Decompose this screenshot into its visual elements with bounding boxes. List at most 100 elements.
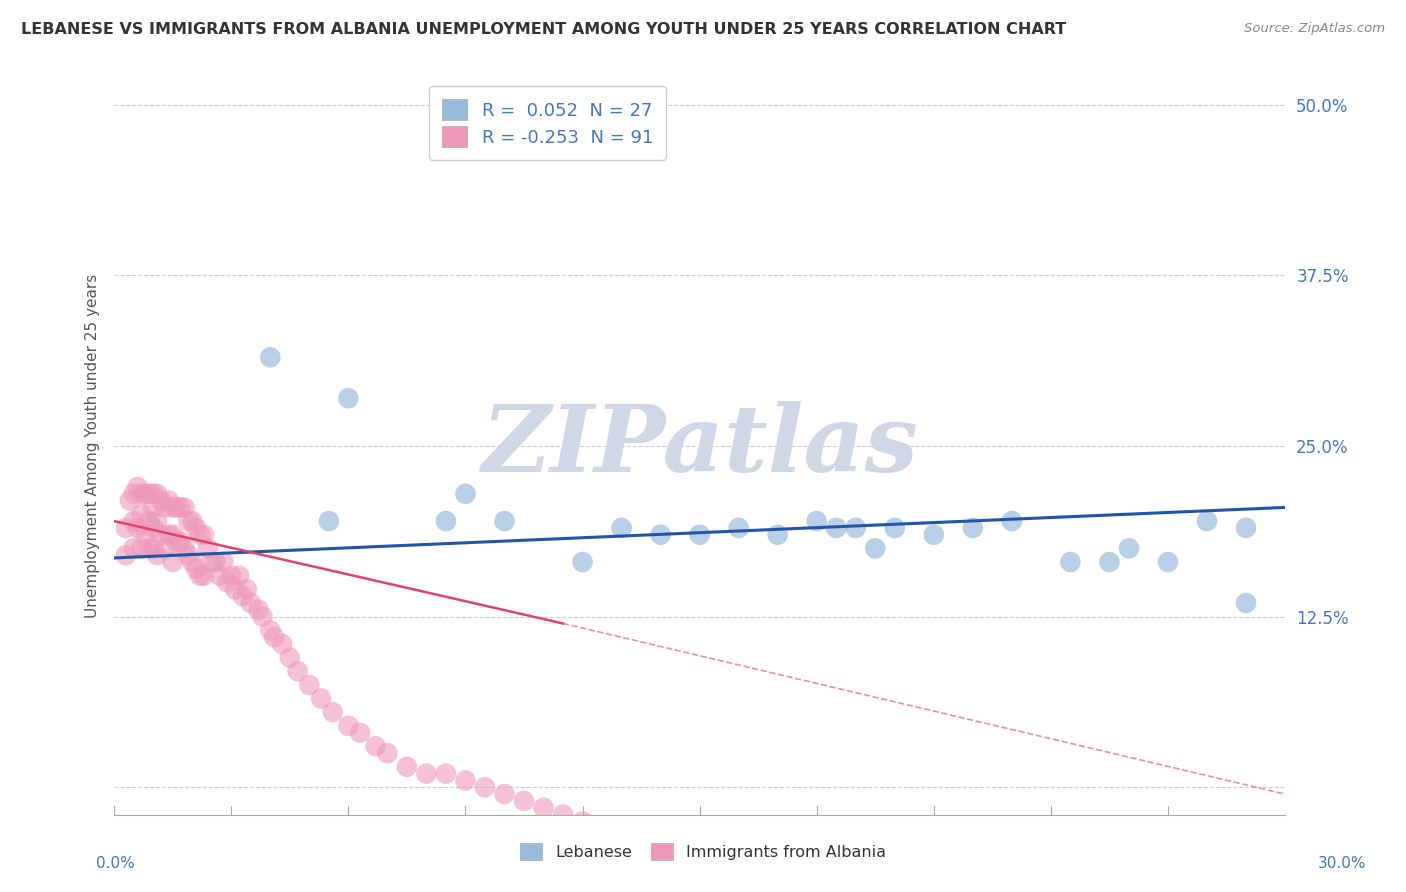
Point [122, 514, 145, 528]
Point [377, 746, 399, 760]
Point [287, 665, 309, 679]
Text: 0.0%: 0.0% [96, 856, 135, 871]
Point [865, 541, 887, 556]
Text: Source: ZipAtlas.com: Source: ZipAtlas.com [1244, 22, 1385, 36]
Point [173, 500, 195, 515]
Point [208, 568, 231, 582]
Point [650, 841, 672, 855]
Point [309, 691, 332, 706]
Point [1059, 555, 1081, 569]
Point [349, 725, 371, 739]
Point [259, 351, 281, 365]
Point [1234, 521, 1257, 535]
Point [162, 555, 184, 569]
Point [494, 787, 516, 801]
Point [162, 500, 184, 515]
Point [689, 527, 711, 541]
Point [337, 719, 360, 733]
Point [146, 487, 169, 501]
Point [571, 814, 593, 829]
Point [252, 609, 274, 624]
Point [181, 514, 204, 528]
Point [142, 541, 165, 556]
Legend: Lebanese, Immigrants from Albania: Lebanese, Immigrants from Albania [512, 836, 894, 868]
Point [131, 487, 153, 501]
Point [138, 541, 160, 556]
Point [228, 568, 250, 582]
Point [337, 391, 360, 405]
Point [1118, 541, 1140, 556]
Point [689, 855, 711, 870]
Point [806, 514, 828, 528]
Point [153, 500, 176, 515]
Point [259, 624, 281, 638]
Point [146, 514, 169, 528]
Point [127, 480, 149, 494]
Point [131, 541, 153, 556]
Point [134, 487, 156, 501]
Point [415, 766, 437, 780]
Point [922, 527, 945, 541]
Point [173, 541, 195, 556]
Point [610, 828, 633, 842]
Point [131, 508, 153, 522]
Point [364, 739, 387, 754]
Point [138, 487, 160, 501]
Point [239, 596, 262, 610]
Point [153, 541, 176, 556]
Point [845, 521, 868, 535]
Point [150, 493, 173, 508]
Point [142, 487, 165, 501]
Point [1098, 555, 1121, 569]
Point [186, 562, 208, 576]
Point [115, 521, 138, 535]
Point [177, 548, 200, 562]
Point [224, 582, 246, 597]
Point [166, 500, 188, 515]
Point [157, 493, 180, 508]
Point [825, 521, 848, 535]
Point [533, 801, 555, 815]
Point [186, 521, 208, 535]
Point [474, 780, 496, 795]
Point [197, 541, 219, 556]
Point [193, 527, 215, 541]
Point [157, 527, 180, 541]
Point [146, 548, 169, 562]
Point [193, 568, 215, 582]
Point [434, 766, 457, 780]
Point [962, 521, 984, 535]
Point [217, 575, 239, 590]
Point [118, 493, 141, 508]
Point [122, 487, 145, 501]
Point [271, 637, 294, 651]
Point [177, 514, 200, 528]
Point [395, 760, 418, 774]
Text: LEBANESE VS IMMIGRANTS FROM ALBANIA UNEMPLOYMENT AMONG YOUTH UNDER 25 YEARS CORR: LEBANESE VS IMMIGRANTS FROM ALBANIA UNEM… [21, 22, 1066, 37]
Point [219, 568, 242, 582]
Point [212, 555, 235, 569]
Point [883, 521, 905, 535]
Point [571, 555, 593, 569]
Point [727, 869, 749, 883]
Point [707, 862, 730, 876]
Point [454, 773, 477, 788]
Point [236, 582, 259, 597]
Point [201, 555, 224, 569]
Point [166, 534, 188, 549]
Text: 30.0%: 30.0% [1319, 856, 1367, 871]
Point [766, 527, 789, 541]
Point [138, 514, 160, 528]
Point [454, 487, 477, 501]
Point [188, 527, 211, 541]
Point [434, 514, 457, 528]
Point [134, 527, 156, 541]
Point [142, 500, 165, 515]
Point [1157, 555, 1180, 569]
Point [322, 705, 344, 719]
Point [513, 794, 536, 808]
Point [115, 548, 138, 562]
Point [650, 527, 672, 541]
Point [766, 882, 789, 892]
Point [247, 603, 270, 617]
